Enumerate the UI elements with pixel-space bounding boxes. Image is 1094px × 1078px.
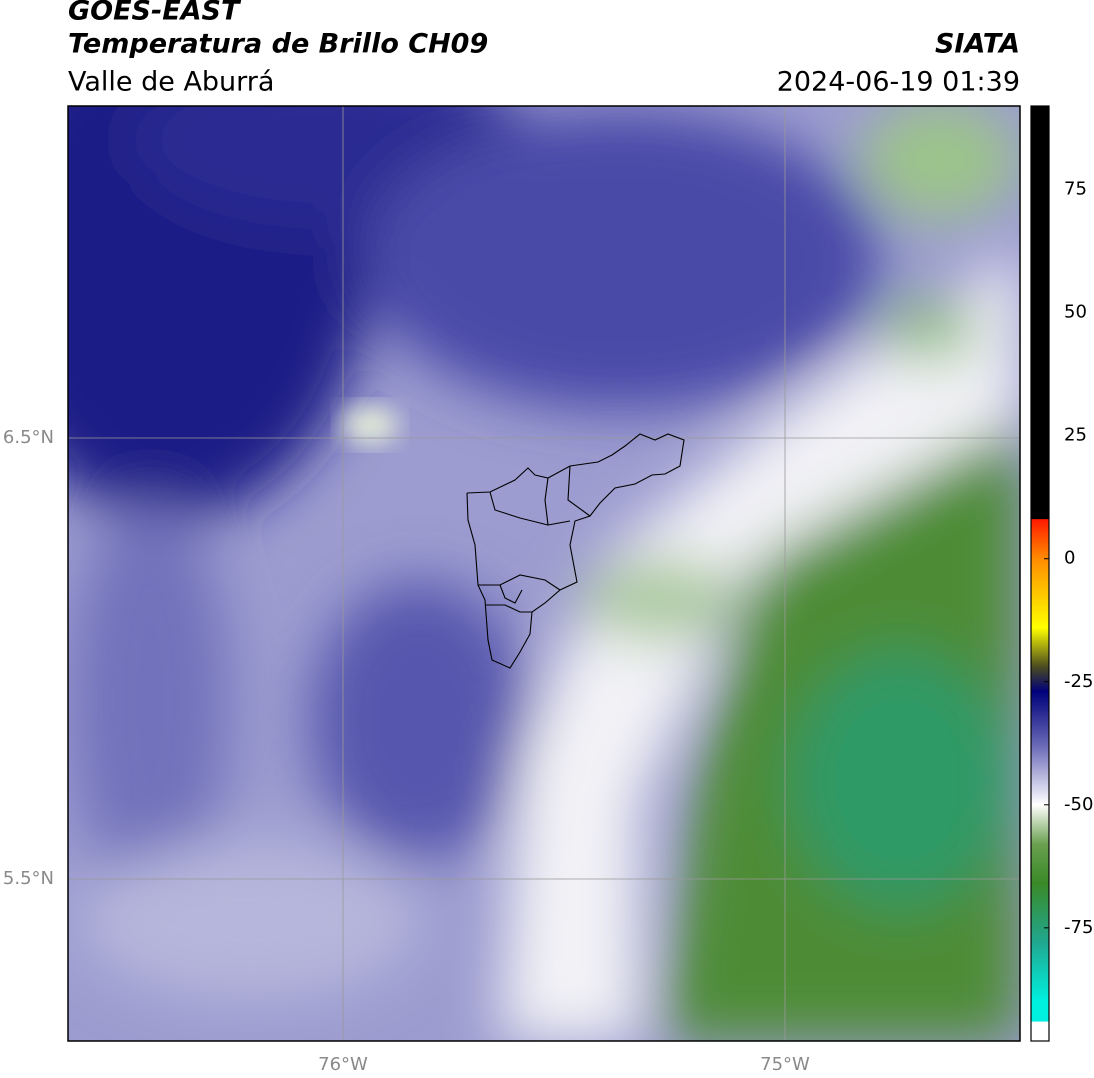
- colorbar-tick-label: 0: [1064, 548, 1075, 569]
- lon-label: 75°W: [760, 1054, 810, 1075]
- colorbar-tick-label: 50: [1064, 302, 1087, 323]
- lon-label: 76°W: [318, 1054, 368, 1075]
- colorbar-tick-label: -50: [1064, 794, 1093, 815]
- colorbar-frame: [1030, 105, 1050, 1042]
- colorbar: 75 50 25 0 -25 -50 -75: [1030, 105, 1093, 1042]
- colorbar-tick-label: -75: [1064, 917, 1093, 938]
- colorbar-tick-label: 75: [1064, 179, 1087, 200]
- timestamp: 2024-06-19 01:39: [777, 67, 1020, 98]
- region: Valle de Aburrá: [68, 67, 274, 98]
- lat-label: 6.5°N: [3, 427, 54, 448]
- colorbar-fill: [1031, 106, 1049, 1041]
- map-frame: [67, 105, 1021, 1042]
- subtitle: Temperatura de Brillo CH09: [68, 29, 488, 60]
- map-field: [68, 106, 1020, 1041]
- colorbar-tick-label: -25: [1064, 671, 1093, 692]
- colorbar-tick-label: 25: [1064, 425, 1087, 446]
- lat-label: 5.5°N: [3, 868, 54, 889]
- title: GOES-EAST: [68, 0, 242, 27]
- source: SIATA: [935, 29, 1020, 60]
- valley-outline: [466, 433, 685, 669]
